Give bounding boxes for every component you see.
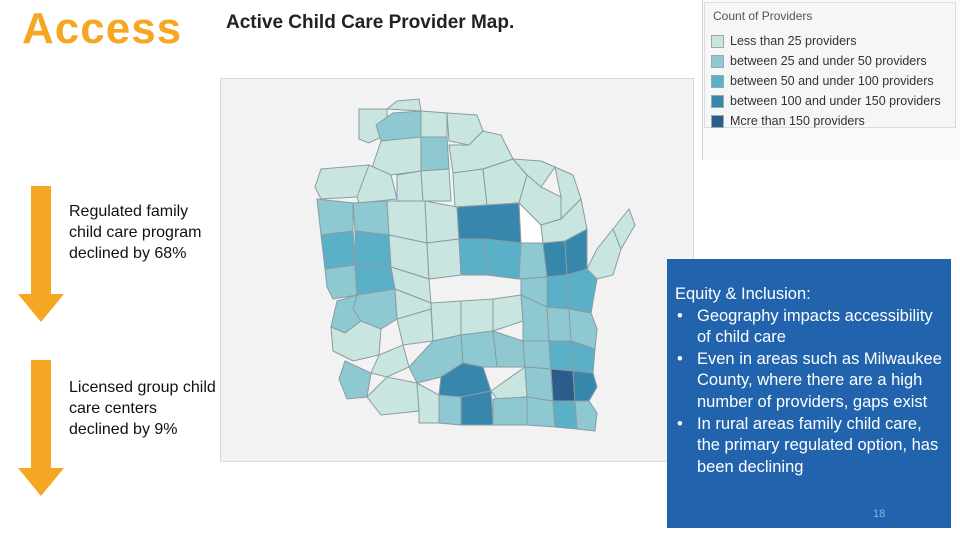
county-region[interactable]: [352, 200, 390, 236]
county-region[interactable]: [546, 274, 570, 310]
county-region[interactable]: [316, 198, 354, 236]
legend-item[interactable]: between 25 and under 50 providers: [711, 53, 927, 69]
county-region[interactable]: [330, 320, 382, 362]
county-region[interactable]: [426, 238, 462, 280]
county-region[interactable]: [574, 400, 598, 432]
map-title: Active Child Care Provider Map.: [226, 12, 515, 33]
county-region[interactable]: [492, 330, 526, 368]
county-region[interactable]: [458, 238, 488, 276]
county-region[interactable]: [492, 396, 528, 426]
county-region[interactable]: [370, 344, 410, 378]
county-region[interactable]: [430, 300, 462, 342]
county-region[interactable]: [396, 170, 424, 202]
legend-item[interactable]: Mcre than 150 providers: [711, 113, 865, 129]
county-region[interactable]: [490, 366, 528, 400]
county-region[interactable]: [546, 306, 572, 342]
county-region[interactable]: [552, 400, 578, 430]
county-region[interactable]: [568, 308, 598, 350]
county-region[interactable]: [420, 110, 448, 138]
county-region[interactable]: [452, 168, 488, 208]
legend-label: Less than 25 providers: [730, 34, 857, 48]
group-centers-stat: Licensed group child care centers declin…: [69, 379, 216, 438]
county-region[interactable]: [385, 98, 422, 112]
legend-title: Count of Providers: [713, 9, 813, 23]
county-region[interactable]: [522, 340, 552, 370]
county-region[interactable]: [566, 268, 598, 314]
county-region[interactable]: [550, 368, 576, 402]
county-region[interactable]: [484, 238, 522, 280]
down-arrow-icon: [18, 186, 64, 322]
equity-heading: Equity & Inclusion:: [675, 285, 811, 303]
county-region[interactable]: [612, 208, 636, 251]
legend-item[interactable]: Less than 25 providers: [711, 33, 856, 49]
county-region[interactable]: [460, 298, 494, 336]
county-region[interactable]: [338, 360, 372, 400]
county-region[interactable]: [420, 136, 450, 172]
county-region[interactable]: [460, 390, 494, 426]
legend: Count of Providers Less than 25 provider…: [704, 2, 956, 128]
county-region[interactable]: [518, 242, 548, 280]
county-region[interactable]: [511, 158, 556, 188]
legend-item[interactable]: between 100 and under 150 providers: [711, 93, 941, 109]
equity-inclusion-panel: Equity & Inclusion: Geography impacts ac…: [667, 259, 951, 528]
legend-label: between 100 and under 150 providers: [730, 94, 941, 108]
down-arrow-icon: [18, 360, 64, 496]
county-region[interactable]: [542, 240, 568, 278]
legend-swatch: [711, 34, 724, 48]
county-region[interactable]: [548, 340, 574, 372]
county-region[interactable]: [424, 200, 460, 244]
equity-bullet: Geography impacts accessibility of child…: [675, 306, 943, 349]
county-region[interactable]: [460, 330, 498, 368]
county-region[interactable]: [438, 394, 462, 426]
county-region[interactable]: [492, 294, 524, 332]
equity-bullet: In rural areas family child care, the pr…: [675, 414, 943, 479]
equity-bullet-list: Geography impacts accessibility of child…: [675, 306, 943, 479]
slide-title: Access: [22, 4, 183, 53]
page-number: 18: [873, 508, 886, 520]
legend-label: Mcre than 150 providers: [730, 114, 865, 128]
county-region[interactable]: [354, 230, 392, 268]
map-panel: [220, 78, 694, 462]
legend-item[interactable]: between 50 and under 100 providers: [711, 73, 934, 89]
family-care-stat: Regulated family child care program decl…: [69, 203, 202, 262]
wisconsin-county-map: [314, 98, 636, 432]
county-region[interactable]: [366, 376, 420, 416]
county-region[interactable]: [320, 230, 356, 270]
legend-swatch: [711, 114, 724, 128]
county-region[interactable]: [540, 197, 588, 244]
county-region[interactable]: [356, 164, 398, 204]
county-region[interactable]: [416, 382, 440, 424]
legend-label: between 50 and under 100 providers: [730, 74, 934, 88]
equity-bullet: Even in areas such as Milwaukee County, …: [675, 349, 943, 414]
legend-label: between 25 and under 50 providers: [730, 54, 927, 68]
legend-swatch: [711, 94, 724, 108]
county-region[interactable]: [526, 396, 556, 428]
county-region[interactable]: [324, 264, 358, 300]
legend-swatch: [711, 54, 724, 68]
county-region[interactable]: [456, 202, 522, 244]
legend-swatch: [711, 74, 724, 88]
county-region[interactable]: [524, 366, 554, 402]
county-region[interactable]: [572, 370, 598, 402]
county-region[interactable]: [420, 168, 452, 202]
